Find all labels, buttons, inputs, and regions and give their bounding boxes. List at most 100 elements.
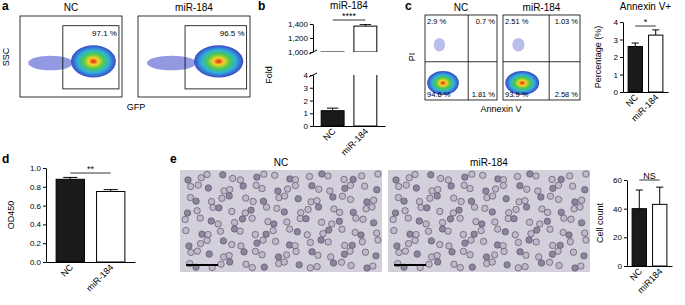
cell	[500, 242, 506, 248]
cell	[375, 171, 381, 177]
cell	[390, 216, 396, 222]
cell	[412, 171, 418, 177]
significance-label: ****	[342, 11, 357, 21]
density-sparse	[434, 38, 446, 52]
cell	[195, 182, 201, 188]
y-tick: 0.8	[30, 183, 46, 192]
cell	[555, 248, 561, 254]
cell	[261, 264, 267, 270]
cell	[309, 249, 315, 255]
cell	[533, 173, 539, 179]
cell	[570, 249, 576, 255]
cell	[524, 186, 530, 192]
y-tick-mark	[624, 237, 627, 238]
y-tick: 0	[304, 122, 313, 131]
y-tick-mark	[43, 187, 46, 188]
cell	[581, 253, 587, 259]
quadrant-label: 2.51 %	[505, 17, 529, 26]
y-tick: 1,000	[288, 48, 313, 57]
cell	[578, 263, 584, 269]
cell	[199, 231, 205, 237]
cell	[206, 251, 212, 257]
cell	[406, 175, 412, 181]
y-tick: 0.0	[30, 258, 46, 267]
cell	[364, 199, 370, 205]
cell	[427, 195, 433, 201]
cell	[523, 204, 529, 210]
y-tick-mark	[624, 180, 627, 181]
cell	[528, 231, 534, 237]
cell	[243, 261, 249, 267]
cell	[426, 261, 432, 267]
cell	[416, 218, 422, 224]
cell	[318, 237, 324, 243]
cell	[318, 219, 324, 225]
cell	[314, 198, 320, 204]
cell	[308, 199, 314, 205]
y-axis-title: PI	[407, 53, 417, 62]
bar	[653, 204, 667, 266]
cell	[271, 172, 277, 178]
cell	[402, 248, 408, 254]
cell	[578, 197, 584, 203]
cell	[217, 228, 223, 234]
cell	[424, 205, 430, 211]
cell	[515, 239, 521, 245]
cell	[418, 204, 424, 210]
cell	[306, 173, 312, 179]
cell	[412, 237, 418, 243]
cell	[517, 182, 523, 188]
x-tick-label: miR-184	[339, 126, 370, 157]
significance-label: *	[644, 17, 648, 27]
cell	[205, 185, 211, 191]
cell	[254, 174, 260, 180]
gate	[185, 26, 247, 89]
bars	[628, 30, 663, 92]
gate-label: 97.1 %	[92, 29, 117, 38]
cell	[281, 209, 287, 215]
cell	[327, 188, 333, 194]
plot-frame	[425, 15, 497, 100]
cell	[467, 185, 473, 191]
y-tick-mark	[43, 262, 46, 263]
y-tick: 40	[613, 205, 627, 214]
cell	[186, 243, 192, 249]
x-tick: NC	[59, 262, 76, 279]
gate-label: 96.5 %	[220, 29, 245, 38]
cell	[561, 215, 567, 221]
y-axis-line	[46, 169, 47, 263]
y-tick-mark	[310, 38, 313, 39]
cell	[446, 243, 452, 249]
cell	[338, 259, 344, 265]
cell	[307, 239, 313, 245]
cell	[504, 262, 510, 268]
cell	[237, 228, 243, 234]
cell	[197, 215, 203, 221]
quadrant-line	[503, 61, 580, 62]
bar	[649, 35, 663, 92]
cell	[522, 263, 528, 269]
cell	[314, 263, 320, 269]
cell	[396, 249, 402, 255]
cell	[252, 248, 258, 254]
cell	[483, 254, 489, 260]
quadrant-label: 93.9 %	[505, 90, 529, 99]
bar	[632, 209, 646, 266]
cell	[516, 199, 522, 205]
cell	[315, 252, 321, 258]
x-axis-title: Annexin V	[480, 104, 521, 114]
cell	[401, 198, 407, 204]
cell	[194, 208, 200, 214]
gate	[63, 26, 119, 89]
cell	[185, 177, 191, 183]
gate-plot: 96.5 %miR-184	[138, 2, 250, 97]
significance-label: NS	[643, 171, 656, 181]
quadrant-label: 1.81 %	[472, 90, 496, 99]
y-axis-title: Fold	[264, 66, 274, 84]
density-tail	[28, 56, 73, 71]
x-tick-label: NC	[624, 92, 641, 109]
cell	[284, 219, 290, 225]
y-tick-mark	[43, 206, 46, 207]
cell	[503, 196, 509, 202]
cell	[489, 259, 495, 265]
